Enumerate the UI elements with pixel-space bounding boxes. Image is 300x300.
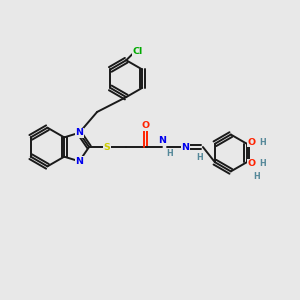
Text: N: N bbox=[75, 128, 83, 137]
Text: H: H bbox=[259, 138, 266, 147]
Text: S: S bbox=[103, 142, 110, 152]
Text: H: H bbox=[196, 153, 203, 162]
Text: Cl: Cl bbox=[133, 47, 143, 56]
Text: O: O bbox=[247, 138, 255, 147]
Text: H: H bbox=[259, 159, 266, 168]
Text: H: H bbox=[254, 172, 260, 181]
Text: H: H bbox=[167, 149, 173, 158]
Text: O: O bbox=[247, 159, 255, 168]
Text: O: O bbox=[142, 121, 150, 130]
Text: N: N bbox=[181, 142, 189, 152]
Text: N: N bbox=[158, 136, 166, 145]
Text: N: N bbox=[75, 157, 83, 166]
